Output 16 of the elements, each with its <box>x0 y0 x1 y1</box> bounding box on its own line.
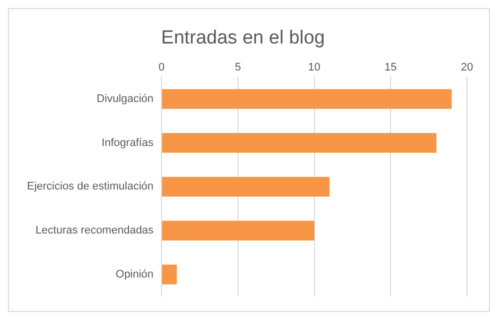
y-tick-label: Divulgación <box>96 92 154 105</box>
x-tick-label: 10 <box>308 61 320 74</box>
bar <box>162 89 452 109</box>
x-tick-label: 5 <box>234 61 241 74</box>
y-tick-label: Infografías <box>102 136 154 149</box>
chart-title: Entradas en el blog <box>161 28 325 49</box>
bar <box>162 220 314 240</box>
bar <box>162 264 177 284</box>
y-tick-label: Opinión <box>116 268 154 280</box>
x-tick-label: 15 <box>384 61 397 74</box>
bar <box>162 132 436 153</box>
x-tick-label: 20 <box>460 61 474 74</box>
bar <box>162 176 330 197</box>
y-tick-label: Ejercicios de estimulación <box>26 180 154 193</box>
x-tick-label: 0 <box>158 61 165 74</box>
y-tick-label: Lecturas recomendadas <box>36 224 154 237</box>
